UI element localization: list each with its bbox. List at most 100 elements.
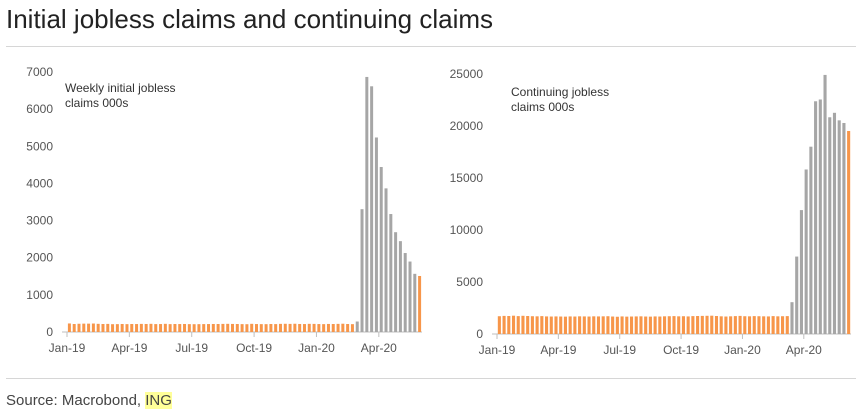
bar-pre-pandemic	[625, 316, 629, 334]
bar-pre-pandemic	[183, 323, 187, 332]
chart-annotation-line-1: Weekly initial jobless	[65, 81, 176, 95]
bar-pre-pandemic	[776, 316, 780, 334]
bar-pre-pandemic	[634, 316, 638, 334]
bar-pre-pandemic	[563, 316, 567, 334]
bar-pre-pandemic	[559, 316, 563, 334]
bar-pandemic	[795, 256, 799, 334]
bar-pandemic	[837, 120, 841, 334]
bar-pre-pandemic	[187, 324, 191, 332]
bar-pandemic	[384, 188, 388, 332]
bar-pre-pandemic	[298, 323, 302, 332]
bar-pre-pandemic	[615, 316, 619, 334]
bar-pre-pandemic	[341, 323, 345, 332]
bar-pre-pandemic	[582, 316, 586, 334]
x-tick-label: Jan-20	[724, 343, 761, 357]
bar-pre-pandemic	[163, 323, 167, 332]
x-tick-label: Apr-19	[540, 343, 576, 357]
y-tick-label: 15000	[450, 171, 484, 185]
bar-pre-pandemic	[785, 316, 789, 334]
bar-pre-pandemic	[202, 324, 206, 332]
bar-pandemic	[790, 302, 794, 334]
bar-pre-pandemic	[269, 324, 273, 332]
bar-pre-pandemic	[173, 324, 177, 332]
bar-pre-pandemic	[696, 316, 700, 334]
bar-pre-pandemic	[681, 316, 685, 334]
bar-pre-pandemic	[350, 324, 354, 332]
bar-pre-pandemic	[672, 316, 676, 334]
bar-pre-pandemic	[507, 316, 511, 334]
y-tick-label: 5000	[26, 139, 53, 153]
bar-pre-pandemic	[511, 315, 516, 334]
bar-latest	[847, 130, 851, 334]
bar-pre-pandemic	[530, 316, 534, 334]
bar-pre-pandemic	[521, 315, 525, 334]
bar-pre-pandemic	[115, 324, 119, 332]
bar-pandemic	[842, 122, 846, 335]
bar-pre-pandemic	[714, 316, 719, 334]
bar-pre-pandemic	[516, 316, 520, 334]
bar-pre-pandemic	[663, 316, 667, 334]
bar-pre-pandemic	[596, 316, 601, 334]
bar-pre-pandemic	[67, 323, 71, 332]
bar-pre-pandemic	[658, 316, 662, 334]
bar-pre-pandemic	[240, 324, 244, 332]
bar-pre-pandemic	[293, 323, 297, 332]
bar-pandemic	[355, 321, 359, 332]
bar-pre-pandemic	[106, 323, 110, 332]
bar-pandemic	[413, 273, 417, 332]
bar-pandemic	[828, 117, 832, 334]
bar-pre-pandemic	[82, 323, 86, 332]
initial-claims-chart: 0 1000 2000 3000 4000 5000 6000 7000 Jan-19 Apr-…	[26, 65, 422, 355]
bar-pre-pandemic	[101, 324, 105, 332]
bar-pre-pandemic	[535, 316, 539, 334]
bar-pre-pandemic	[771, 316, 775, 334]
bar-pre-pandemic	[149, 323, 153, 332]
bar-pre-pandemic	[648, 316, 652, 334]
x-tick-label: Jan-20	[298, 341, 335, 355]
bar-pre-pandemic	[130, 324, 134, 332]
bar-pre-pandemic	[573, 316, 577, 334]
bar-pre-pandemic	[502, 315, 506, 334]
bar-pre-pandemic	[781, 316, 785, 334]
bar-pre-pandemic	[611, 316, 615, 334]
bar-pre-pandemic	[719, 316, 723, 334]
bar-pre-pandemic	[221, 323, 225, 332]
bar-pandemic	[365, 76, 369, 332]
bar-pre-pandemic	[259, 324, 263, 332]
bar-pre-pandemic	[87, 323, 91, 332]
bar-pre-pandemic	[96, 323, 100, 332]
bar-pre-pandemic	[762, 316, 766, 334]
bar-pre-pandemic	[705, 315, 709, 334]
bar-pre-pandemic	[592, 316, 596, 334]
bar-pre-pandemic	[743, 316, 747, 334]
x-tick-label: Jan-19	[479, 343, 516, 357]
bar-pandemic	[799, 210, 803, 334]
bar-pre-pandemic	[700, 315, 704, 334]
source-highlight: ING	[145, 392, 172, 409]
bar-pre-pandemic	[139, 323, 143, 332]
bar-pre-pandemic	[91, 323, 95, 332]
bar-pre-pandemic	[254, 324, 258, 332]
bar-pre-pandemic	[72, 324, 76, 332]
source-divider	[6, 378, 856, 379]
y-tick-label: 10000	[450, 223, 484, 237]
bar-pre-pandemic	[691, 316, 695, 334]
bar-pre-pandemic	[554, 316, 558, 334]
bar-pandemic	[374, 137, 378, 332]
bar-pre-pandemic	[192, 324, 196, 332]
bar-pre-pandemic	[578, 316, 582, 334]
source-note: Source: Macrobond, ING	[6, 392, 172, 409]
y-tick-label: 6000	[26, 102, 53, 116]
bar-pre-pandemic	[111, 324, 115, 332]
bar-pre-pandemic	[278, 323, 282, 332]
bar-pre-pandemic	[752, 316, 756, 334]
bar-pre-pandemic	[724, 316, 728, 334]
y-tick-label: 0	[46, 325, 53, 339]
bar-pre-pandemic	[125, 324, 129, 332]
bar-pre-pandemic	[629, 316, 634, 334]
x-tick-label: Apr-20	[786, 343, 822, 357]
bar-pre-pandemic	[644, 316, 648, 334]
bar-pre-pandemic	[757, 316, 761, 334]
bar-pre-pandemic	[549, 316, 553, 334]
bar-pre-pandemic	[747, 316, 752, 334]
